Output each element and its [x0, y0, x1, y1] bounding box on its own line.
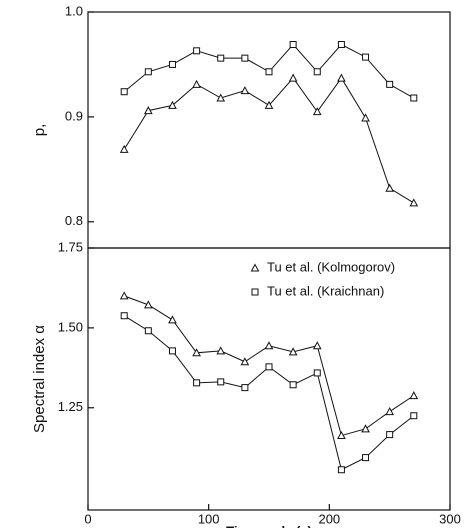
- plot-frame: [87, 11, 451, 249]
- triangle-marker: [216, 93, 226, 102]
- triangle-marker: [337, 73, 346, 82]
- plot-frame: [87, 247, 451, 511]
- triangle-marker: [216, 346, 226, 355]
- triangle-marker: [143, 106, 153, 115]
- triangle-marker: [192, 79, 201, 88]
- triangle-marker: [361, 424, 370, 433]
- x-tick-label: 300: [439, 511, 461, 526]
- square-marker: [337, 466, 345, 474]
- square-marker: [241, 384, 249, 392]
- x-axis-label: Time scale (s): [226, 523, 312, 528]
- square-marker: [313, 369, 321, 377]
- triangle-marker: [385, 407, 395, 416]
- triangle-marker: [264, 100, 274, 109]
- y-tick-label: 0.8: [65, 213, 83, 228]
- series-line: [123, 315, 415, 471]
- square-marker: [144, 68, 152, 76]
- triangle-marker: [288, 347, 298, 356]
- triangle-marker: [168, 315, 177, 324]
- y-tick-label: 0.9: [65, 108, 83, 123]
- square-marker: [386, 80, 394, 88]
- x-tick-label: 200: [318, 511, 340, 526]
- square-marker: [410, 94, 418, 102]
- x-tick-label: 0: [84, 511, 91, 526]
- square-marker: [410, 412, 418, 420]
- triangle-marker: [240, 357, 250, 366]
- square-marker: [120, 312, 128, 320]
- square-marker: [168, 60, 176, 68]
- y-tick-label: 1.0: [65, 3, 83, 18]
- square-marker: [217, 54, 225, 62]
- legend-label: Tu et al. (Kolmogorov): [267, 259, 395, 274]
- triangle-marker: [240, 86, 250, 95]
- legend-label: Tu et al. (Kraichnan): [267, 283, 384, 298]
- triangle-marker: [312, 341, 322, 350]
- square-marker: [289, 381, 297, 389]
- square-marker: [144, 327, 152, 335]
- square-marker: [120, 88, 128, 96]
- square-marker: [193, 47, 201, 55]
- square-marker: [217, 378, 225, 386]
- triangle-marker: [143, 300, 153, 309]
- square-marker: [251, 288, 259, 296]
- square-marker: [362, 454, 370, 462]
- triangle-marker: [288, 73, 298, 82]
- y-axis-label: Spectral index α: [31, 325, 48, 433]
- triangle-marker: [409, 198, 419, 207]
- square-marker: [265, 68, 273, 76]
- triangle-marker: [312, 107, 322, 116]
- series-line: [123, 77, 415, 204]
- triangle-marker: [168, 100, 177, 109]
- triangle-marker: [385, 183, 395, 192]
- triangle-marker: [119, 291, 129, 300]
- triangle-marker: [361, 113, 370, 122]
- y-tick-label: 1.25: [58, 399, 83, 414]
- triangle-marker: [409, 391, 419, 400]
- square-marker: [168, 347, 176, 355]
- triangle-marker: [337, 430, 346, 440]
- square-marker: [313, 68, 321, 76]
- y-axis-label: p,: [31, 124, 48, 137]
- square-marker: [241, 54, 249, 62]
- triangle-marker: [192, 348, 201, 357]
- square-marker: [193, 379, 201, 387]
- triangle-marker: [264, 341, 274, 350]
- y-tick-label: 1.50: [58, 319, 83, 334]
- triangle-marker: [119, 144, 129, 153]
- x-tick-label: 100: [198, 511, 220, 526]
- square-marker: [386, 431, 394, 439]
- triangle-marker: [250, 263, 260, 272]
- square-marker: [289, 41, 297, 49]
- square-marker: [265, 363, 273, 371]
- y-tick-label: 1.75: [58, 239, 83, 254]
- square-marker: [337, 41, 345, 49]
- square-marker: [362, 53, 370, 61]
